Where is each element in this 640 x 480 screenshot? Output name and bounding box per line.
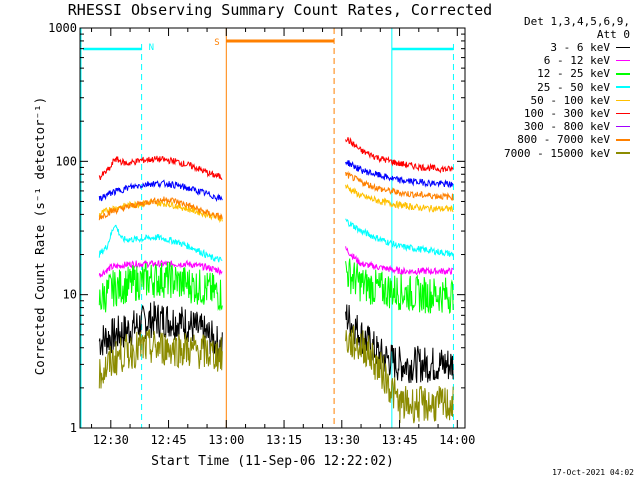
series-line-1-seg-1 <box>345 246 454 276</box>
legend-swatch <box>616 139 630 141</box>
timestamp-footer: 17-Oct-2021 04:02 <box>552 468 634 477</box>
y-tick-label-1: 10 <box>63 288 77 302</box>
series-line-5-seg-0 <box>98 155 223 181</box>
series-line-3-seg-0 <box>98 224 223 263</box>
x-tick-label-0: 12:30 <box>93 433 129 447</box>
y-tick-label-2: 100 <box>55 154 77 168</box>
legend-label: 100 - 300 keV <box>523 107 610 120</box>
legend-item-0: 3 - 6 keV <box>550 41 630 54</box>
legend-label: 300 - 800 keV <box>523 120 610 134</box>
legend-label: 50 - 100 keV <box>530 93 610 107</box>
x-tick-label-1: 12:45 <box>150 433 186 447</box>
series-line-7-seg-1 <box>345 170 454 202</box>
legend-item-6: 300 - 800 keV <box>524 120 630 133</box>
x-axis-title: Start Time (11-Sep-06 12:22:02) <box>151 454 394 469</box>
series-line-1-seg-0 <box>98 259 223 278</box>
legend-label: 800 - 7000 keV <box>517 133 610 147</box>
chart-title: RHESSI Observing Summary Count Rates, Co… <box>67 1 493 19</box>
series-line-9-seg-0 <box>98 179 223 202</box>
legend-item-8: 7000 - 15000 keV <box>504 147 630 160</box>
legend-swatch <box>616 125 630 128</box>
x-tick-label-4: 13:30 <box>324 433 360 447</box>
series-line-5-seg-1 <box>345 137 454 174</box>
plot-frame <box>79 27 466 429</box>
legend-item-2: 12 - 25 keV <box>537 67 630 80</box>
legend-item-1: 6 - 12 keV <box>544 54 630 67</box>
legend-swatch <box>616 73 630 75</box>
y-tick-label-3: 1000 <box>48 21 77 35</box>
series-line-0-seg-0 <box>98 301 223 362</box>
x-tick-label-6: 14:00 <box>439 433 475 447</box>
legend-swatch <box>616 59 630 62</box>
x-tick-label-5: 13:45 <box>381 433 417 447</box>
night-label: N <box>149 43 154 53</box>
series-line-8-seg-0 <box>98 329 223 389</box>
legend-item-5: 100 - 300 keV <box>524 107 630 120</box>
legend-header-attenuator: Att 0 <box>596 28 630 41</box>
x-tick-label-3: 13:15 <box>266 433 302 447</box>
series-line-7-seg-0 <box>98 196 223 221</box>
series-line-8-seg-1 <box>345 325 454 424</box>
legend-header-detectors: Det 1,3,4,5,6,9, <box>524 15 630 28</box>
series-line-3-seg-1 <box>345 218 454 257</box>
legend-label: 7000 - 15000 keV <box>504 146 610 160</box>
legend-swatch <box>616 152 630 154</box>
legend-item-3: 25 - 50 keV <box>537 81 630 94</box>
legend-label: 6 - 12 keV <box>543 54 610 68</box>
legend-swatch <box>616 99 630 102</box>
series-line-9-seg-1 <box>345 160 454 189</box>
legend-label: 25 - 50 keV <box>537 80 610 94</box>
saa-label: S <box>214 38 219 48</box>
series-line-2-seg-1 <box>345 258 454 315</box>
legend-swatch <box>616 112 630 115</box>
y-axis-title: Corrected Count Rate (s⁻¹ detector⁻¹) <box>32 96 47 376</box>
legend-label: 3 - 6 keV <box>550 41 610 54</box>
legend-label: 12 - 25 keV <box>537 67 610 81</box>
series-line-4-seg-1 <box>345 183 454 213</box>
series-line-0-seg-1 <box>345 304 454 384</box>
legend-swatch <box>616 86 630 88</box>
y-tick-label-0: 1 <box>70 421 77 435</box>
legend-item-7: 800 - 7000 keV <box>517 133 630 146</box>
legend-swatch <box>616 46 630 49</box>
series-line-2-seg-0 <box>98 261 223 313</box>
x-tick-label-2: 13:00 <box>208 433 244 447</box>
legend-item-4: 50 - 100 keV <box>531 94 630 107</box>
